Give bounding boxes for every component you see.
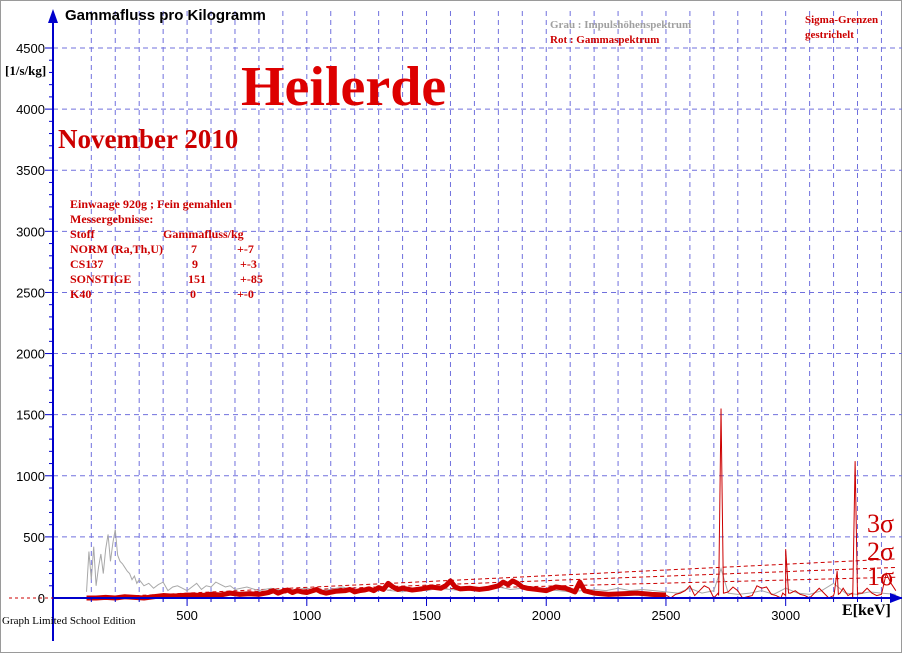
sigma-limit-line <box>86 558 896 599</box>
y-axis-label: [1/s/kg] <box>5 63 47 78</box>
legend-red-entry: Rot : Gammaspektrum <box>550 34 660 46</box>
axes <box>9 9 902 641</box>
x-tick-label: 2500 <box>651 608 680 623</box>
legend-gray-entry: Grau : Impulshöhenspektrum <box>550 19 692 31</box>
sigma-limits <box>86 558 896 599</box>
x-axis-arrow <box>890 593 902 603</box>
header-substance: Stoff <box>70 227 95 241</box>
sigma-1-label: 1σ <box>867 562 895 591</box>
y-tick-label: 500 <box>23 530 45 545</box>
grid <box>53 11 902 598</box>
tick-labels: 500 1000 1500 2000 2500 3000 0 500 1000 1500 2000 2… <box>16 41 800 623</box>
sample-weight-text: Einwaage 920g ; Fein gemahlen <box>70 197 232 211</box>
result-substance: K40 <box>70 287 92 301</box>
sigma-2-label: 2σ <box>867 537 895 566</box>
result-value: 9 <box>192 257 198 271</box>
pulse-height-spectrum <box>86 529 896 595</box>
software-edition-footer: Graph Limited School Edition <box>2 615 136 627</box>
result-error: +-3 <box>240 257 257 271</box>
result-value: 0 <box>190 287 196 301</box>
result-substance: SONSTIGE <box>70 272 132 286</box>
gamma-spectrum-line <box>665 408 897 599</box>
x-tick-label: 2000 <box>532 608 561 623</box>
y-tick-label: 1000 <box>16 469 45 484</box>
sigma-note: Sigma-Grenzen gestrichelt <box>805 13 878 43</box>
y-tick-label: 2500 <box>16 285 45 300</box>
x-tick-label: 1500 <box>412 608 441 623</box>
y-tick-label: 0 <box>38 591 45 606</box>
y-tick-label: 4500 <box>16 41 45 56</box>
sigma-note-line1: Sigma-Grenzen <box>805 14 879 26</box>
header-flux: Gammafluss/kg <box>163 227 244 241</box>
x-tick-label: 1000 <box>292 608 321 623</box>
sigma-note-line2: gestrichelt <box>805 29 854 41</box>
result-error: +-0 <box>237 287 254 301</box>
results-caption: Messergebnisse: <box>70 212 154 226</box>
sigma-3-label: 3σ <box>867 509 895 538</box>
y-tick-label: 3000 <box>16 224 45 239</box>
chart-title: Gammafluss pro Kilogramm <box>65 7 266 24</box>
sample-heading: Heilerde <box>241 56 447 118</box>
y-tick-label: 3500 <box>16 163 45 178</box>
result-substance: NORM (Ra,Th,U) <box>70 242 163 256</box>
date-subheading: November 2010 <box>58 124 239 154</box>
result-error: +-7 <box>237 242 254 256</box>
pulse-height-line <box>86 529 896 595</box>
result-value: 151 <box>188 272 206 286</box>
result-substance: CS137 <box>70 257 104 271</box>
gamma-spectrum-band <box>86 578 667 601</box>
y-tick-label: 1500 <box>16 408 45 423</box>
y-tick-label: 2000 <box>16 347 45 362</box>
y-tick-label: 4000 <box>16 102 45 117</box>
x-axis-label: E[keV] <box>842 602 891 619</box>
result-value: 7 <box>191 242 197 256</box>
y-axis-arrow <box>48 9 58 23</box>
gamma-spectrum <box>86 408 897 601</box>
result-error: +-85 <box>240 272 263 286</box>
x-tick-label: 500 <box>176 608 198 623</box>
x-tick-label: 3000 <box>771 608 800 623</box>
